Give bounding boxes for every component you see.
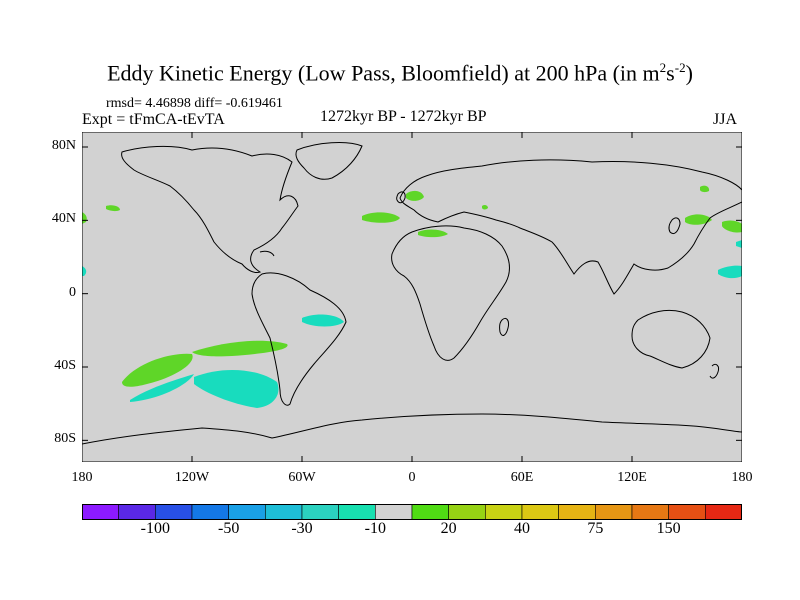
coastline-japan [668, 217, 681, 235]
lat-tick-label: 40N [51, 211, 76, 227]
anomaly-regions [82, 185, 742, 408]
colorbar-label: 20 [440, 520, 457, 537]
anomaly-region-positive [406, 190, 424, 201]
lat-tick-label: 40S [54, 358, 76, 373]
colorbar-swatch [521, 503, 559, 521]
colorbar-swatch [81, 503, 119, 521]
coastline-australia [631, 309, 711, 369]
coastline-caribbean [259, 250, 275, 257]
colorbar-swatch [668, 503, 706, 521]
coastline-north-america [121, 145, 299, 273]
anomaly-region-positive [362, 212, 400, 223]
lon-tick-label: 120E [617, 470, 647, 485]
colorbar-swatch [485, 503, 523, 521]
colorbar-label: 40 [514, 520, 530, 537]
anomaly-region-negative [302, 314, 344, 327]
colorbar-swatch [631, 503, 669, 521]
colorbar-frame [82, 504, 742, 520]
colorbar-swatch [448, 503, 486, 521]
chart-title: Eddy Kinetic Energy (Low Pass, Bloomfiel… [107, 60, 693, 86]
lon-tick-label: 60E [510, 470, 534, 485]
colorbar-label: 150 [656, 520, 681, 537]
coastline-uk [396, 191, 406, 204]
colorbar-swatch [118, 503, 156, 521]
coastline-antarctica [81, 413, 743, 445]
lon-tick-label: 60W [288, 470, 316, 485]
colorbar-swatch [228, 503, 266, 521]
map-background [82, 132, 742, 462]
lon-tick-label: 120W [174, 470, 210, 485]
anomaly-region-negative [736, 240, 742, 248]
colorbar-swatch [375, 503, 413, 521]
colorbar-label: -10 [364, 520, 386, 537]
lon-tick-label: 0 [408, 470, 416, 485]
anomaly-region-negative [194, 369, 279, 408]
colorbar-swatch [338, 503, 376, 521]
anomaly-region-negative [130, 374, 194, 402]
colorbar-swatch [191, 503, 229, 521]
colorbar-label: -50 [217, 520, 240, 537]
anomaly-region-positive [722, 220, 742, 233]
lat-tick-label: 0 [69, 284, 76, 300]
lon-tick-label: 180 [731, 470, 753, 485]
experiment-label: Expt = tFmCA-tEvTA [82, 111, 225, 128]
coastlines [81, 142, 743, 445]
colorbar-swatch [301, 503, 339, 521]
stats-text: rmsd= 4.46898 diff= -0.619461 [106, 96, 283, 111]
colorbar-swatch [265, 503, 303, 521]
anomaly-region-negative [82, 266, 87, 276]
lat-tick-label: 80N [51, 138, 76, 153]
season-label: JJA [713, 111, 738, 128]
coastline-africa [391, 225, 510, 361]
colorbar-label: -30 [291, 520, 313, 537]
colorbar-swatch [558, 503, 596, 521]
colorbar-svg [81, 503, 743, 521]
map-panel [81, 131, 743, 467]
anomaly-region-positive [82, 212, 87, 224]
coastline-madagascar [499, 317, 509, 336]
anomaly-region-positive [685, 214, 712, 225]
colorbar-swatch [155, 503, 193, 521]
colorbar-label: 75 [587, 520, 604, 537]
coastline-new-zealand [709, 363, 719, 379]
colorbar-swatch [595, 503, 633, 521]
anomaly-region-positive [106, 205, 120, 212]
colorbar [81, 503, 743, 525]
colorbar-label: -100 [140, 520, 170, 537]
anomaly-region-positive [418, 229, 448, 238]
anomaly-region-negative [718, 265, 742, 279]
map-svg [81, 131, 743, 463]
lat-tick-label: 80S [54, 431, 76, 447]
colorbar-swatch [411, 503, 449, 521]
anomaly-region-positive [122, 353, 193, 387]
coastline-greenland [295, 142, 363, 180]
anomaly-region-positive [192, 340, 288, 357]
coastline-south-america [251, 272, 347, 406]
anomaly-region-positive [482, 204, 488, 210]
colorbar-swatch [705, 503, 743, 521]
period-label: 1272kyr BP - 1272kyr BP [320, 108, 487, 125]
anomaly-region-positive [700, 185, 710, 193]
lon-tick-label: 180 [71, 470, 93, 485]
coastline-eurasia [399, 159, 743, 295]
